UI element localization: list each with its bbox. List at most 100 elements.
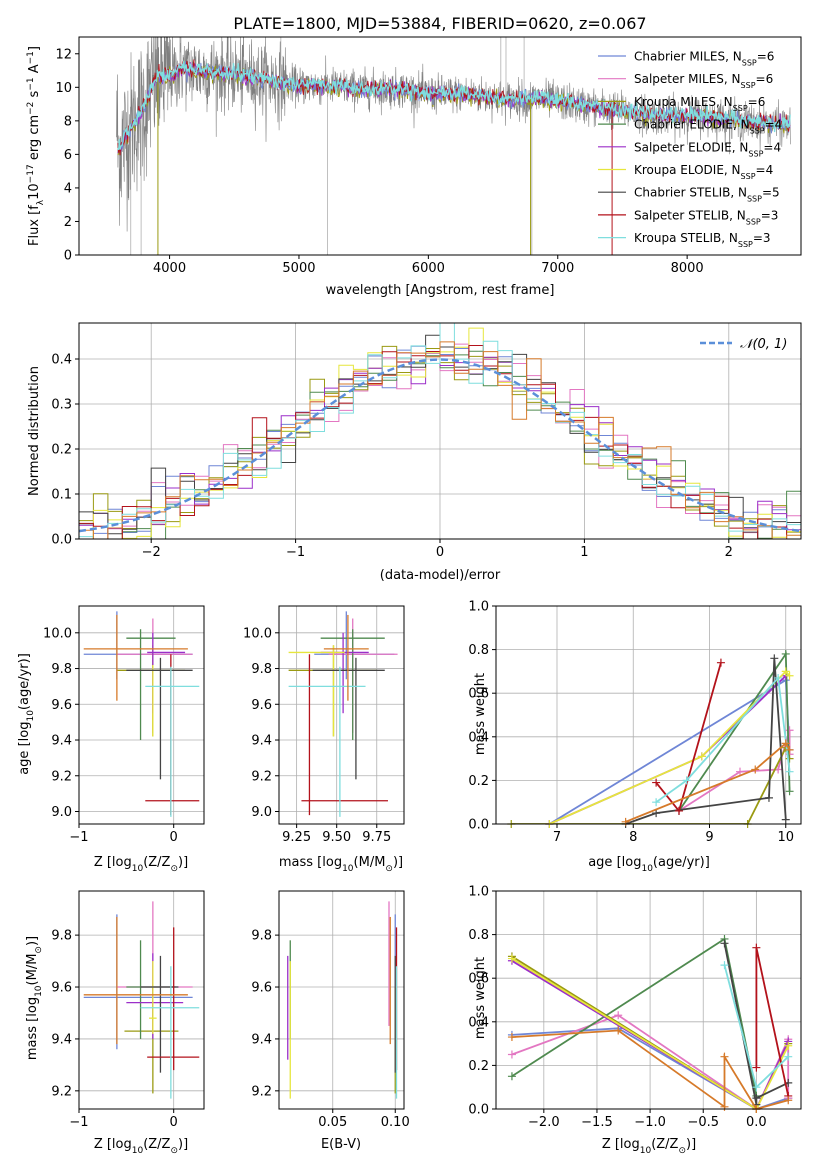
legend-text: Kroupa STELIB, N (634, 231, 738, 245)
p-wAge-ytick-label: 0.0 (468, 818, 489, 833)
weight-marker-chabrier_stelib (781, 815, 790, 824)
weight-line-orange (511, 1029, 789, 1109)
ageM-xlabel: mass [log10(M/M⊙)] (279, 855, 403, 874)
p-ageM-ytick-label: 9.0 (251, 805, 272, 820)
wZ-ylabel: mass weight (473, 957, 488, 1039)
p-ageM-ytick-label: 9.2 (251, 769, 272, 784)
spectrum-xtick-label: 6000 (412, 261, 445, 276)
residual-ytick-label: 0.0 (51, 533, 72, 548)
residual-ytick-label: 0.1 (51, 488, 72, 503)
legend-suffix: =6 (757, 50, 775, 64)
weight-marker-salpeter_miles (736, 767, 744, 776)
mE-xlabel: E(B-V) (321, 1137, 361, 1152)
legend-suffix: =3 (753, 231, 771, 245)
spectrum-xtick-label: 7000 (541, 261, 574, 276)
p-ageZ-ytick-label: 10.0 (43, 626, 72, 641)
p-mE-xtick-label: 0.10 (381, 1115, 410, 1130)
residual-ytick-label: 0.4 (51, 353, 72, 368)
weight-marker-orange (785, 745, 794, 754)
weight-line-kroupa_stelib (655, 675, 791, 803)
histogram-orange (79, 341, 801, 539)
spectrum-ytick-label: 4 (64, 181, 72, 196)
legend-suffix: =3 (761, 208, 779, 222)
residual-xtick-label: 1 (580, 545, 588, 560)
p-mZ-ytick-label: 9.2 (51, 1084, 72, 1099)
weight-marker-salpeter_stelib (675, 806, 683, 815)
legend-text: Chabrier STELIB, N (634, 186, 747, 200)
legend-subscript: SSP (738, 240, 753, 249)
residual-plot-area: −2 −1 0 1 2 0.0 0.1 0.2 0.3 0.4 (51, 322, 802, 560)
p-ageZ-ytick-label: 9.0 (51, 805, 72, 820)
legend-text: Kroupa MILES, N (634, 95, 733, 109)
legend-suffix: =4 (763, 140, 781, 154)
spectrum-ytick-label: 2 (64, 215, 72, 230)
p-wZ-ytick-label: 1.0 (468, 885, 489, 900)
p-ageM-ytick-label: 9.6 (251, 698, 272, 713)
p-ageZ-frame (78, 605, 205, 825)
legend-label-chabrier_miles: Chabrier MILES, NSSP=6 (634, 50, 774, 68)
weight-marker-orange (621, 817, 630, 826)
p-mZ-ytick-label: 9.6 (51, 981, 72, 996)
residual-xtick-label: 2 (725, 545, 733, 560)
spectrum-ytick-label: 10 (55, 81, 72, 96)
p-wZ-xtick-label: −1.0 (634, 1115, 666, 1130)
histogram-kroupa_stelib (79, 323, 801, 539)
p-wZ-xtick-label: 0.0 (746, 1115, 767, 1130)
weight-marker-chabrier_elodie (507, 1072, 516, 1081)
legend-suffix: =4 (765, 118, 783, 132)
legend-label-kroupa_stelib: Kroupa STELIB, NSSP=3 (634, 231, 771, 249)
p-wAge-xtick-label: 9 (705, 830, 713, 845)
legend-text: Salpeter MILES, N (634, 72, 741, 86)
weight-line-chabrier_elodie (511, 937, 758, 1097)
spectrum-ytick-label: 0 (64, 249, 72, 264)
weight-marker-chabrier_stelib (770, 654, 779, 663)
spectrum-plot-area: 4000 5000 6000 7000 8000 0 2 4 6 8 10 12 (55, 37, 791, 276)
weight-marker-salpeter_stelib (752, 943, 761, 952)
legend-subscript: SSP (747, 194, 762, 203)
p-ageZ-xtick-label: −1 (69, 830, 88, 845)
weight-marker-kroupa_stelib (784, 1052, 793, 1061)
weight-marker-orange (614, 1026, 623, 1035)
legend-subscript: SSP (733, 103, 748, 112)
p-wZ-ytick-label: 0.6 (468, 972, 489, 987)
weight-marker-orange (781, 739, 790, 748)
legend-subscript: SSP (746, 217, 761, 226)
legend-label-salpeter_miles: Salpeter MILES, NSSP=6 (634, 72, 773, 90)
p-ageM-xtick-label: 9.75 (362, 830, 391, 845)
weight-marker-kroupa_elodie (781, 667, 790, 676)
spectrum-xtick-label: 4000 (153, 261, 186, 276)
weight-marker-kroupa_elodie (785, 671, 794, 680)
weight-marker-kroupa_stelib (774, 673, 783, 682)
normal-curve-line (79, 358, 801, 533)
legend-text: Salpeter ELODIE, N (634, 140, 748, 154)
weight-marker-kroupa_elodie (697, 752, 706, 761)
residual-xtick-label: −2 (142, 545, 161, 560)
p-mE-ytick-label: 9.4 (251, 1032, 272, 1047)
p-ageM-ytick-label: 9.4 (251, 734, 272, 749)
ageZ-ylabel: age [log10(age/yr)] (17, 653, 36, 775)
weight-marker-orange (751, 765, 760, 774)
residual-ytick-label: 0.2 (51, 443, 72, 458)
legend-text: Kroupa ELODIE, N (634, 163, 741, 177)
p-ageZ-ytick-label: 9.4 (51, 734, 72, 749)
weight-marker-salpeter_miles (507, 1050, 516, 1059)
legend-suffix: =5 (762, 186, 780, 200)
legend-label-salpeter_stelib: Salpeter STELIB, NSSP=3 (634, 208, 778, 226)
p-mE-frame (278, 890, 405, 1110)
p-wAge-ytick-label: 1.0 (468, 600, 489, 615)
p-wAge-xtick-label: 10 (777, 830, 794, 845)
wAge-ylabel: mass weight (473, 673, 488, 755)
weight-marker-chabrier_elodie (781, 649, 790, 658)
p-wAge-ytick-label: 0.4 (468, 730, 489, 745)
weight-vs-metallicity-panel: −2.0 −1.5 −1.0 −0.5 0.0 0.0 0.2 0.4 0.6 0.8 1.0 (468, 885, 802, 1130)
spectrum-xtick-label: 8000 (671, 261, 704, 276)
weight-marker-orange (784, 1096, 793, 1105)
p-mZ-frame (78, 890, 205, 1110)
weight-marker-kroupa_stelib (720, 961, 729, 970)
spectrum-ylabel: Flux [fλ10−17 erg cm−2 s−1 A−1] (26, 46, 46, 246)
spectrum-ytick-label: 8 (64, 114, 72, 129)
wAge-xlabel: age [log10(age/yr)] (588, 855, 710, 874)
p-wZ-xtick-label: −1.5 (581, 1115, 613, 1130)
p-wAge-ytick-label: 0.2 (468, 774, 489, 789)
legend-label-kroupa_elodie: Kroupa ELODIE, NSSP=4 (634, 163, 773, 181)
